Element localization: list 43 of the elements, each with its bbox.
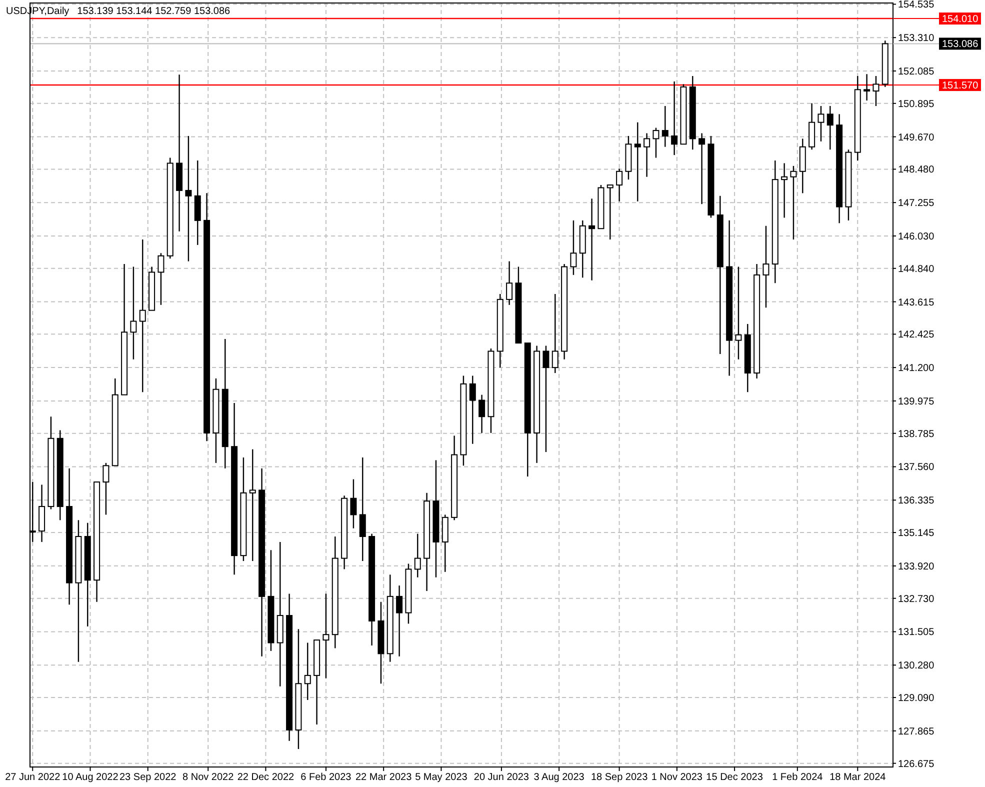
y-tick-label: 141.200 <box>898 363 935 374</box>
x-tick-label: 1 Feb 2024 <box>772 772 824 783</box>
ref-line-label: 153.086 <box>942 39 979 50</box>
x-tick-label: 23 Sep 2022 <box>120 772 177 783</box>
y-tick-label: 138.785 <box>898 428 935 440</box>
x-tick-label: 1 Nov 2023 <box>651 772 703 783</box>
y-tick-label: 126.675 <box>898 758 935 770</box>
x-tick-label: 10 Aug 2022 <box>62 772 119 783</box>
y-tick-label: 137.560 <box>898 462 935 474</box>
ref-line-label: 151.570 <box>942 80 979 92</box>
y-tick-label: 133.920 <box>898 561 935 572</box>
y-tick-label: 152.085 <box>898 66 935 78</box>
y-tick-label: 153.310 <box>898 33 935 44</box>
ref-line-label: 154.010 <box>942 14 979 26</box>
y-tick-label: 148.480 <box>898 164 935 176</box>
x-tick-label: 27 Jun 2022 <box>5 772 61 783</box>
y-tick-label: 147.255 <box>898 198 935 210</box>
y-tick-label: 146.030 <box>898 231 935 242</box>
x-tick-label: 5 May 2023 <box>415 772 468 783</box>
x-tick-label: 22 Dec 2022 <box>237 772 295 783</box>
y-tick-label: 127.865 <box>898 726 935 738</box>
x-tick-label: 3 Aug 2023 <box>534 772 585 783</box>
x-tick-label: 15 Dec 2023 <box>706 772 764 783</box>
y-tick-label: 135.145 <box>898 528 935 540</box>
y-tick-label: 132.730 <box>898 594 935 605</box>
x-tick-label: 18 Sep 2023 <box>590 772 648 783</box>
y-tick-label: 139.975 <box>898 396 935 408</box>
x-tick-label: 22 Mar 2023 <box>356 772 412 783</box>
y-tick-label: 131.505 <box>898 627 935 638</box>
y-tick-label: 136.335 <box>898 496 935 507</box>
y-tick-label: 142.425 <box>898 330 935 341</box>
y-tick-label: 149.670 <box>898 132 935 144</box>
x-tick-label: 18 Mar 2024 <box>830 772 886 783</box>
x-tick-label: 6 Feb 2023 <box>300 772 352 783</box>
y-tick-label: 150.895 <box>898 98 935 110</box>
chart-subtitle: 153.139 153.144 152.759 153.086 <box>77 6 231 17</box>
y-tick-label: 143.615 <box>898 297 935 308</box>
x-tick-label: 8 Nov 2022 <box>182 772 234 783</box>
y-tick-label: 144.840 <box>898 264 935 275</box>
y-tick-label: 130.280 <box>898 660 935 672</box>
y-tick-label: 129.090 <box>898 693 935 704</box>
y-tick-label: 154.535 <box>898 0 935 11</box>
x-tick-label: 20 Jun 2023 <box>474 772 530 783</box>
